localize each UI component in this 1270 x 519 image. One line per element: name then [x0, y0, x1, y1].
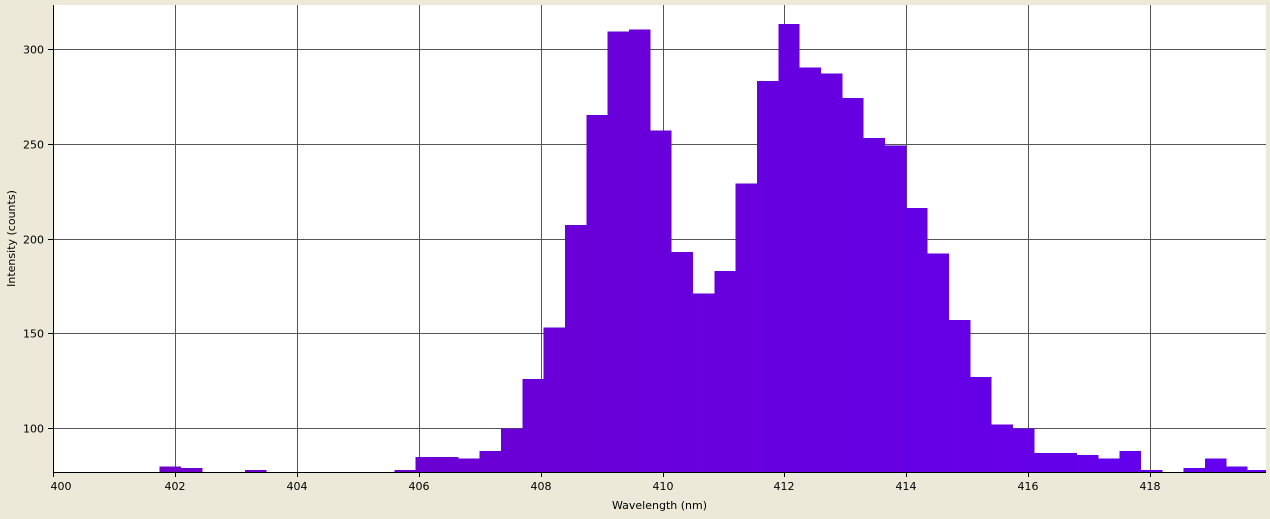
histogram-bar: [949, 320, 971, 472]
x-tick-label: 414: [896, 480, 917, 493]
axes: [53, 5, 1266, 473]
histogram-bar: [1183, 468, 1206, 472]
x-tick-label: 410: [653, 480, 674, 493]
histogram-bar: [415, 456, 438, 472]
histogram-bar: [650, 130, 672, 473]
histogram-bar: [458, 458, 480, 472]
histogram-bar: [394, 470, 416, 472]
x-tick-label: 406: [409, 480, 430, 493]
histogram-bar: [1226, 466, 1248, 472]
x-tick-label: 408: [531, 480, 552, 493]
histogram-bar: [437, 456, 459, 472]
histogram-bar: [1034, 453, 1056, 472]
histogram-bar: [1077, 454, 1099, 472]
histogram-bar: [671, 251, 694, 472]
histogram-bar: [181, 468, 203, 472]
histogram-bar: [693, 293, 715, 472]
y-tick-label: 250: [23, 139, 44, 152]
histogram-bar: [799, 67, 822, 473]
histogram-bar: [245, 470, 267, 472]
histogram-bar: [1055, 453, 1078, 472]
x-tick-label: 416: [1018, 480, 1039, 493]
y-axis-label: Intensity (counts): [5, 190, 18, 287]
histogram-bar: [565, 225, 587, 472]
x-axis-label: Wavelength (nm): [612, 499, 707, 512]
histogram-bar: [501, 428, 523, 472]
histogram-bar: [970, 377, 992, 472]
x-tick-label: 402: [165, 480, 186, 493]
y-tick-label: 200: [23, 234, 44, 247]
histogram-bar: [479, 451, 502, 472]
histogram-bars: [159, 23, 1266, 473]
histogram-bar: [1098, 458, 1120, 472]
y-tick-label: 100: [23, 423, 44, 436]
y-tick-label: 150: [23, 328, 44, 341]
x-tick-label: 418: [1140, 480, 1161, 493]
histogram-bar: [863, 137, 886, 473]
histogram-bar: [1119, 451, 1142, 472]
x-tick-label: 412: [774, 480, 795, 493]
histogram-bar: [991, 424, 1014, 472]
histogram-bar: [906, 208, 928, 472]
x-tick-label: 404: [287, 480, 308, 493]
histogram-bar: [1013, 428, 1035, 472]
y-tick-label: 300: [23, 44, 44, 57]
histogram-bar: [842, 98, 864, 472]
histogram-bar: [1247, 470, 1266, 472]
histogram-bar: [735, 183, 758, 473]
histogram-bar: [629, 29, 651, 472]
histogram-bar: [778, 23, 800, 473]
histogram-bar: [885, 145, 907, 472]
histogram-bar: [607, 31, 630, 472]
histogram-bar: [1205, 458, 1227, 472]
histogram-bar: [927, 253, 950, 472]
x-tick-label: 400: [51, 480, 72, 493]
histogram-bar: [1141, 470, 1163, 472]
histogram-bar: [586, 115, 608, 473]
histogram-bar: [714, 270, 736, 472]
histogram-bar: [543, 327, 566, 472]
histogram-bar: [522, 378, 544, 472]
histogram-bar: [821, 73, 843, 472]
tick-labels: 400 402 404 406 408 410 412 414 416 418 100 150 200 2…: [23, 44, 1161, 494]
histogram-bar: [159, 466, 182, 472]
histogram-bar: [757, 80, 779, 472]
